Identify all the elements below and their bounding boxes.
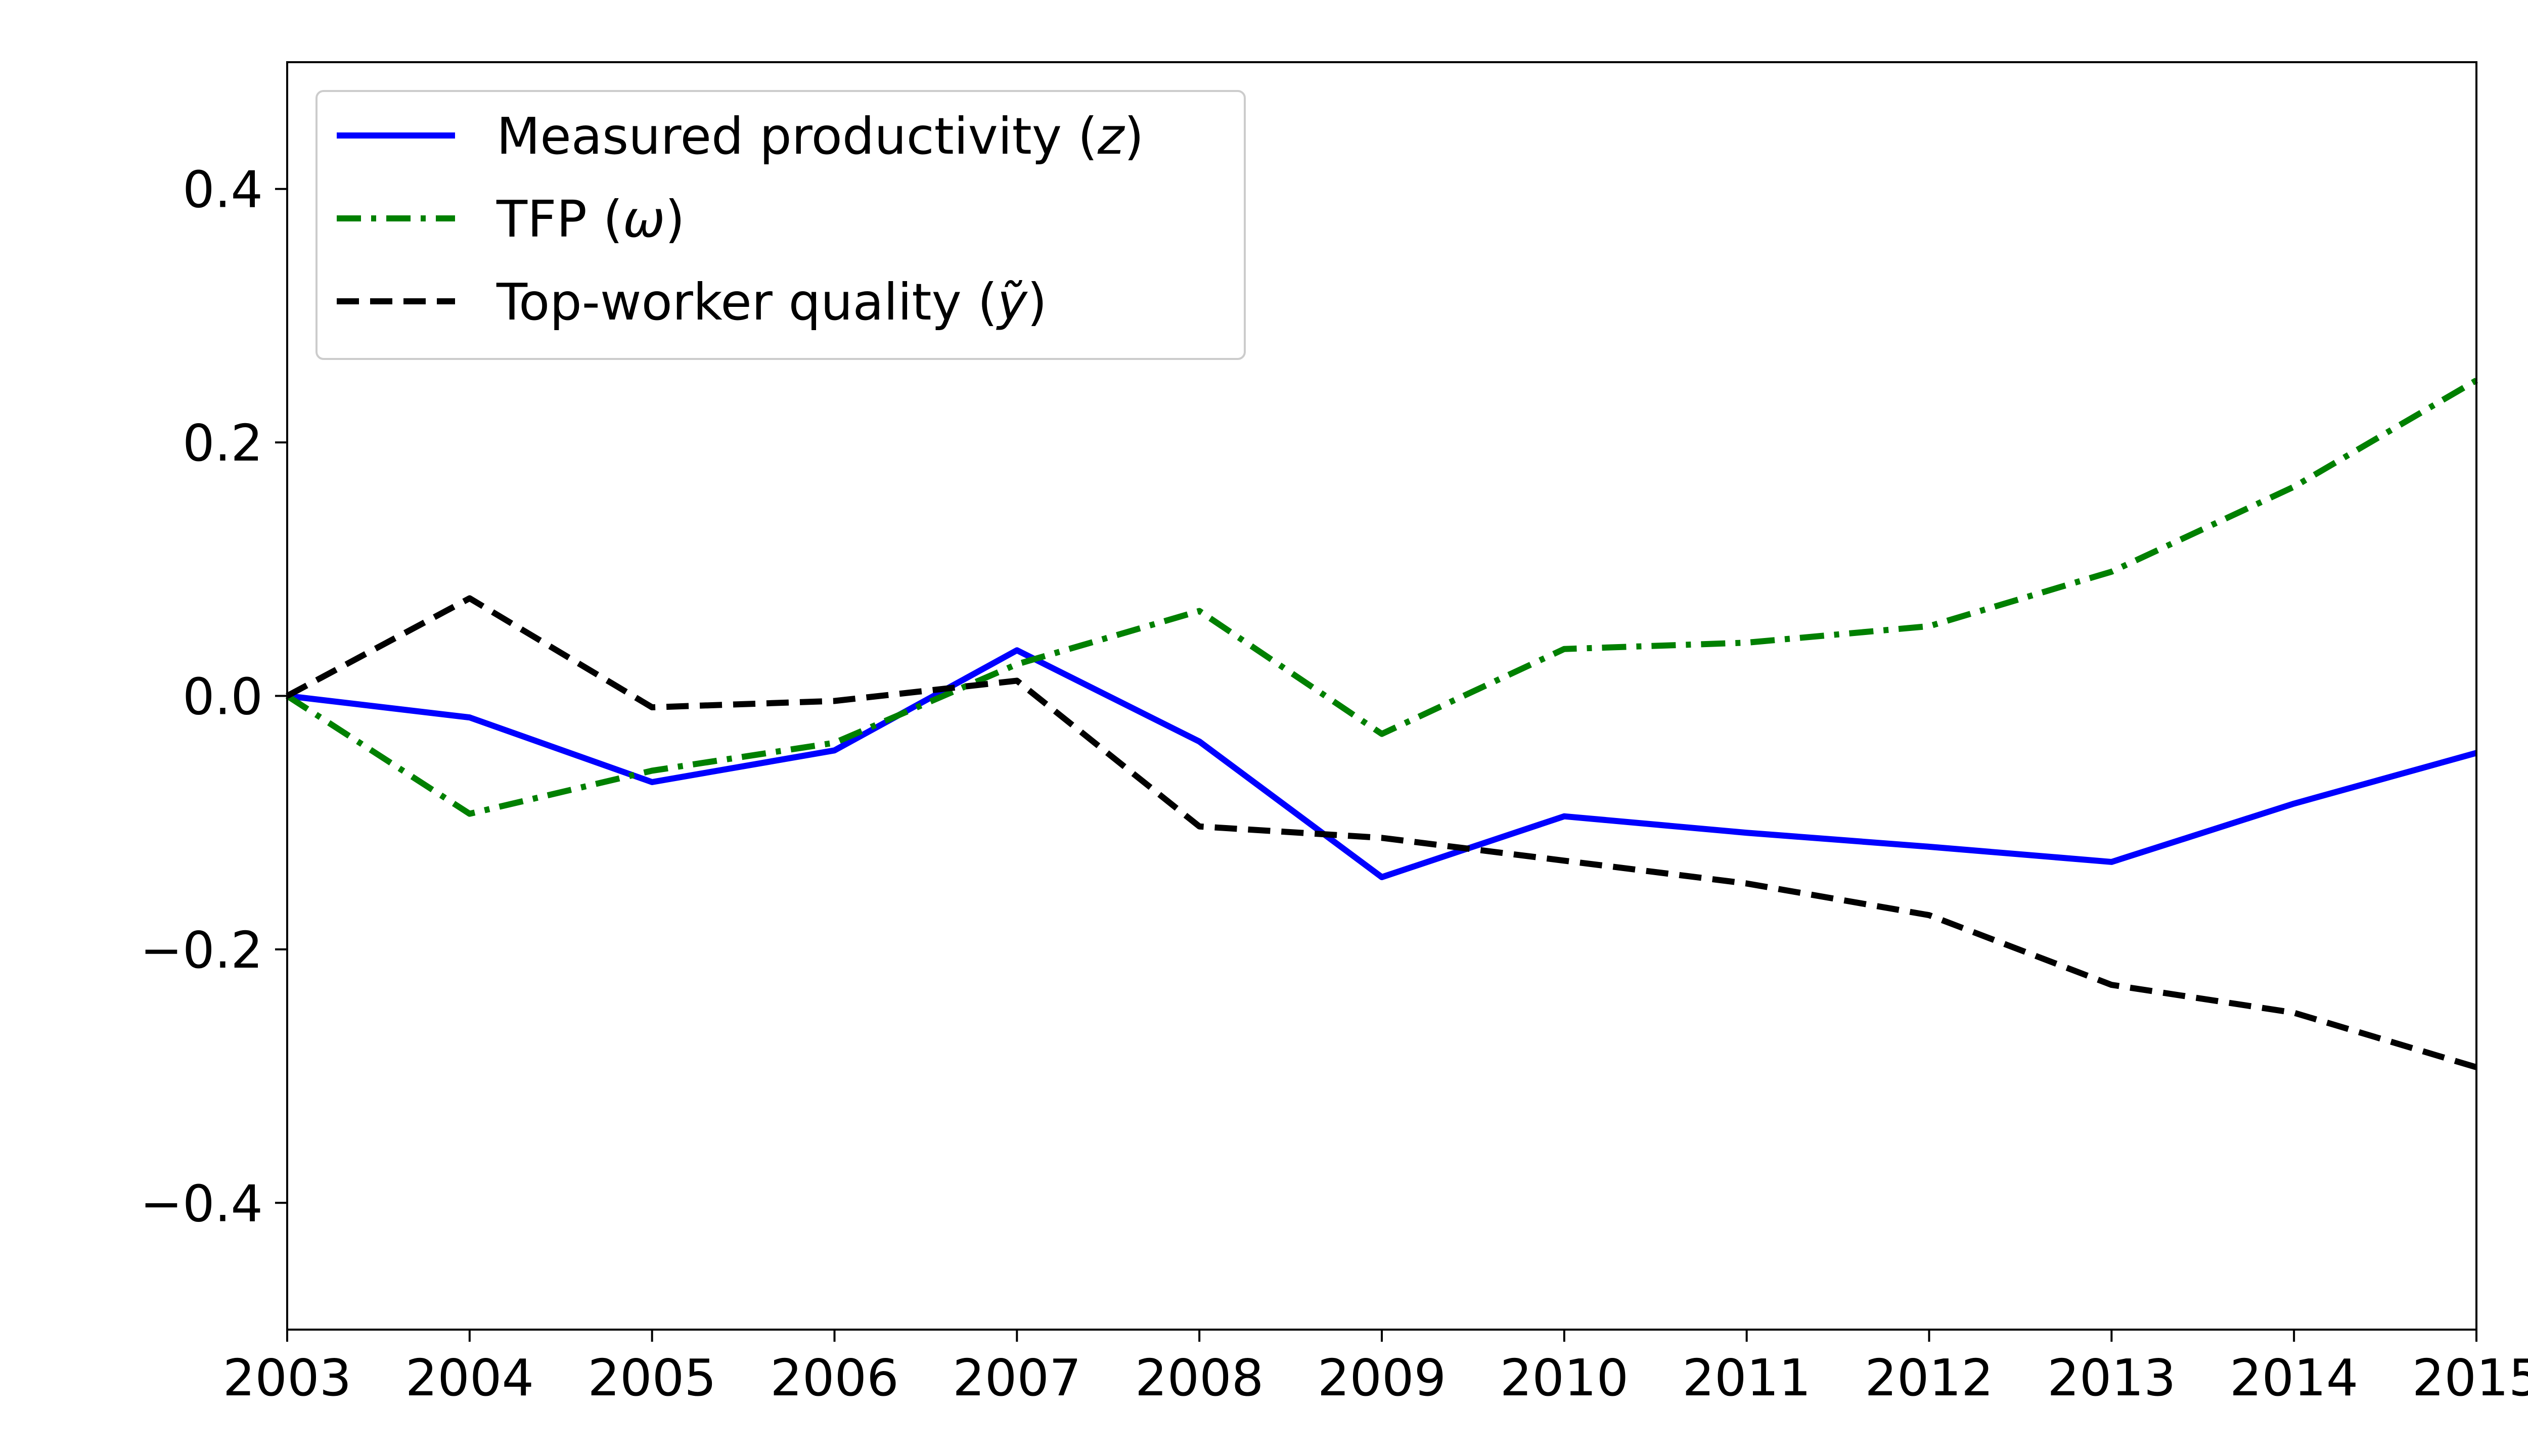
- y-tick-label: −0.4: [140, 1174, 263, 1233]
- x-tick-label: 2005: [588, 1348, 716, 1407]
- legend-label-measured-productivity: Measured productivity (z): [496, 107, 1144, 166]
- top-worker-quality-line: [286, 595, 2477, 1070]
- y-tick-label: 0.2: [183, 414, 263, 473]
- legend-label-tfp: TFP (ω): [496, 190, 685, 249]
- measured-productivity-line: [287, 647, 2477, 881]
- legend: Measured productivity (z)TFP (ω)Top-work…: [315, 90, 1246, 360]
- plot-frame: [286, 61, 2477, 1331]
- legend-label-close: ): [1124, 107, 1144, 166]
- legend-label-symbol: z: [1097, 107, 1125, 166]
- legend-label-symbol: ω: [623, 190, 665, 249]
- x-tick-label: 2010: [1500, 1348, 1629, 1407]
- x-tick-label: 2013: [2047, 1348, 2176, 1407]
- x-axis: 2003 2004 2005 2006 2007 2008 2009 2010 2011 2012…: [223, 1330, 2528, 1407]
- tfp-line: [285, 378, 2478, 817]
- legend-label-symbol: ỹ: [996, 272, 1028, 332]
- x-tick-label: 2004: [405, 1348, 534, 1407]
- legend-box: [315, 90, 1246, 360]
- x-tick-label: 2007: [953, 1348, 1081, 1407]
- x-tick-label: 2011: [1682, 1348, 1811, 1407]
- x-tick-label: 2012: [1865, 1348, 1994, 1407]
- legend-label-close: ): [665, 190, 685, 249]
- x-tick-label: 2014: [2230, 1348, 2359, 1407]
- x-tick-label: 2009: [1318, 1348, 1447, 1407]
- x-tick-label: 2015: [2412, 1348, 2528, 1407]
- legend-label-text: Measured productivity (: [496, 107, 1098, 166]
- legend-label-close: ): [1027, 272, 1047, 332]
- y-tick-label: 0.4: [183, 160, 263, 219]
- plot-lines: [285, 378, 2478, 1070]
- y-tick-label: 0.0: [183, 667, 263, 726]
- legend-label-top-worker-quality: Top-worker quality (ỹ): [496, 272, 1047, 332]
- x-tick-label: 2003: [223, 1348, 352, 1407]
- legend-label-text: TFP (: [496, 190, 623, 249]
- x-tick-label: 2006: [770, 1348, 899, 1407]
- x-tick-label: 2008: [1135, 1348, 1264, 1407]
- legend-label-text: Top-worker quality (: [496, 272, 998, 332]
- y-axis: 0.4 0.2 0.0 −0.2 −0.4: [140, 160, 287, 1233]
- y-tick-label: −0.2: [140, 921, 263, 980]
